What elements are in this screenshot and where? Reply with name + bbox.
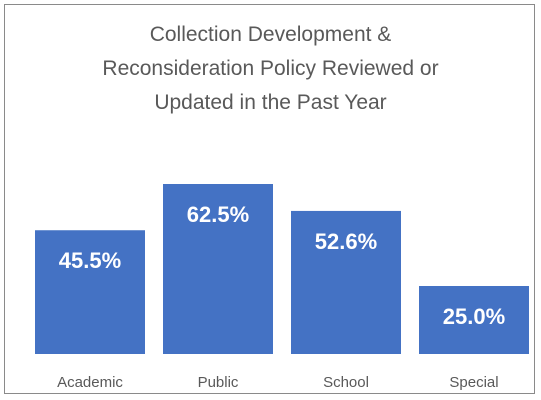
- value-label-school: 52.6%: [315, 229, 377, 254]
- bar-special: [419, 286, 529, 354]
- bar-public: [163, 184, 273, 354]
- value-label-public: 62.5%: [187, 202, 249, 227]
- chart-title: Collection Development & Reconsideration…: [0, 18, 541, 120]
- bar-school: [291, 210, 401, 354]
- chart-title-line-2: Reconsideration Policy Reviewed or: [102, 57, 439, 80]
- category-label-public: Public: [198, 374, 239, 391]
- value-label-special: 25.0%: [443, 304, 505, 329]
- chart-title-line-1: Collection Development &: [149, 23, 392, 46]
- category-label-school: School: [323, 374, 369, 391]
- category-label-special: Special: [449, 374, 498, 391]
- category-label-academic: Academic: [57, 374, 123, 391]
- bar-academic: [35, 230, 145, 354]
- value-label-academic: 45.5%: [59, 248, 121, 273]
- chart-title-line-3: Updated in the Past Year: [154, 91, 387, 114]
